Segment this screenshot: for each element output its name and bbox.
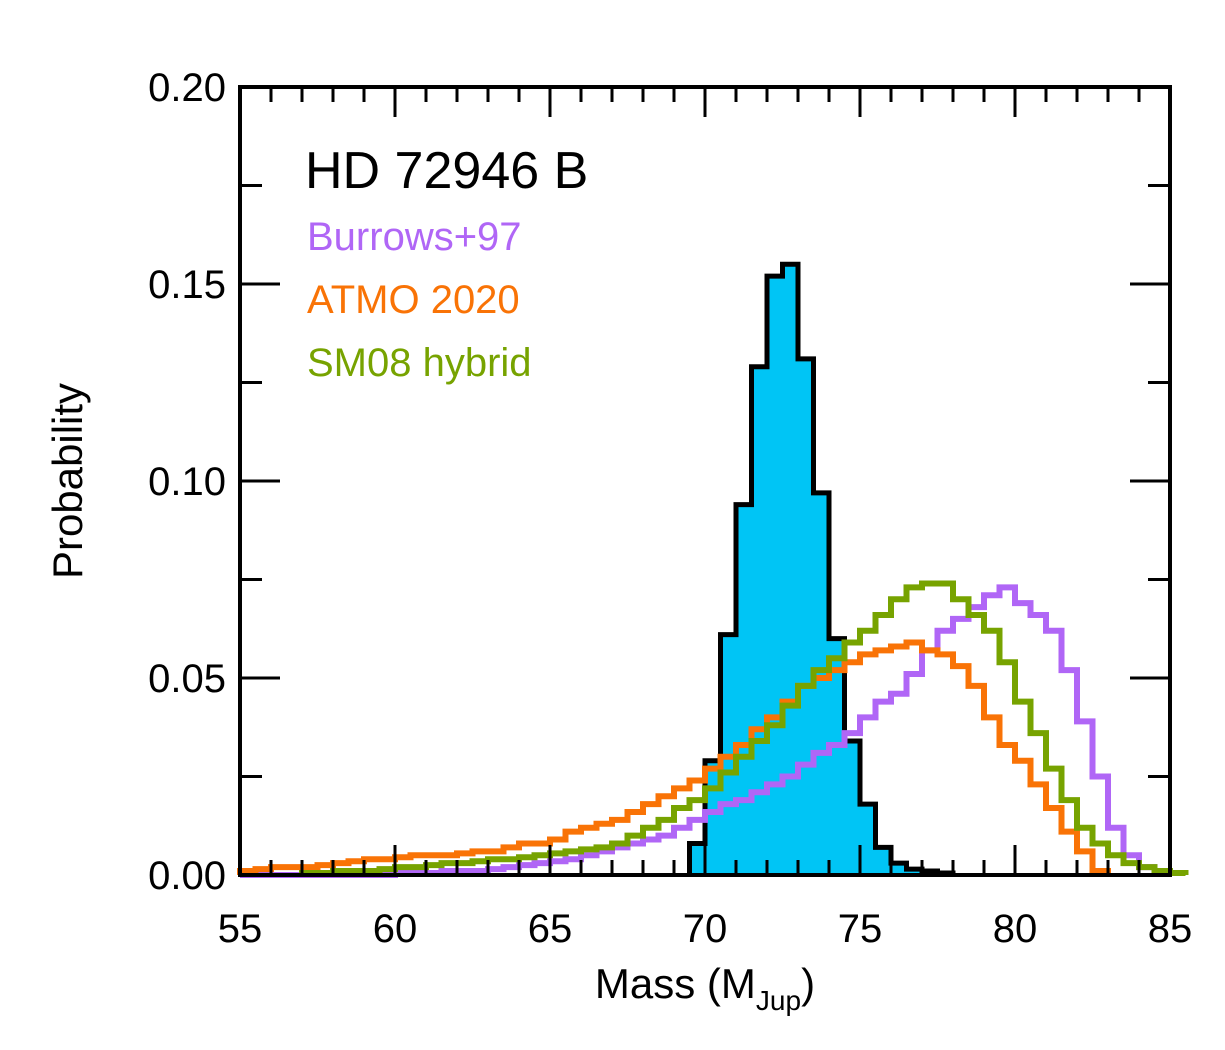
ticks-layer: 55 60 65 70 75 80 85 0.00 0.05 0.10 0.15 0.20 [148,66,1192,951]
legend-entry-atmo: ATMO 2020 [307,278,520,322]
x-axis-title-sub: Jup [756,985,801,1016]
y-tick-label: 0.20 [148,66,226,110]
y-tick-label: 0.10 [148,460,226,504]
x-axis-title-close: ) [801,960,815,1007]
y-tick-label: 0.15 [148,263,226,307]
x-tick-label: 65 [528,907,573,951]
x-tick-label: 55 [218,907,263,951]
x-tick-label: 70 [683,907,728,951]
legend-entry-sm08: SM08 hybrid [307,341,532,385]
series-line-1 [240,584,1173,878]
chart-title: HD 72946 B [305,142,588,200]
x-axis-title-main: Mass (M [595,960,756,1007]
y-tick-label: 0.00 [148,854,226,898]
series-fill-0 [689,264,953,875]
x-tick-label: 80 [993,907,1038,951]
series-line-2 [237,639,1111,875]
x-tick-label: 85 [1148,907,1193,951]
series-line-3 [299,580,1189,877]
x-tick-label: 60 [373,907,418,951]
series-line-0 [687,261,956,876]
y-axis-title: Probability [44,383,91,579]
y-tick-label: 0.05 [148,657,226,701]
x-tick-label: 75 [838,907,883,951]
plot-frame [238,85,1172,877]
x-axis-title: Mass (MJup) [595,960,815,1016]
legend-entry-burrows: Burrows+97 [307,215,522,259]
